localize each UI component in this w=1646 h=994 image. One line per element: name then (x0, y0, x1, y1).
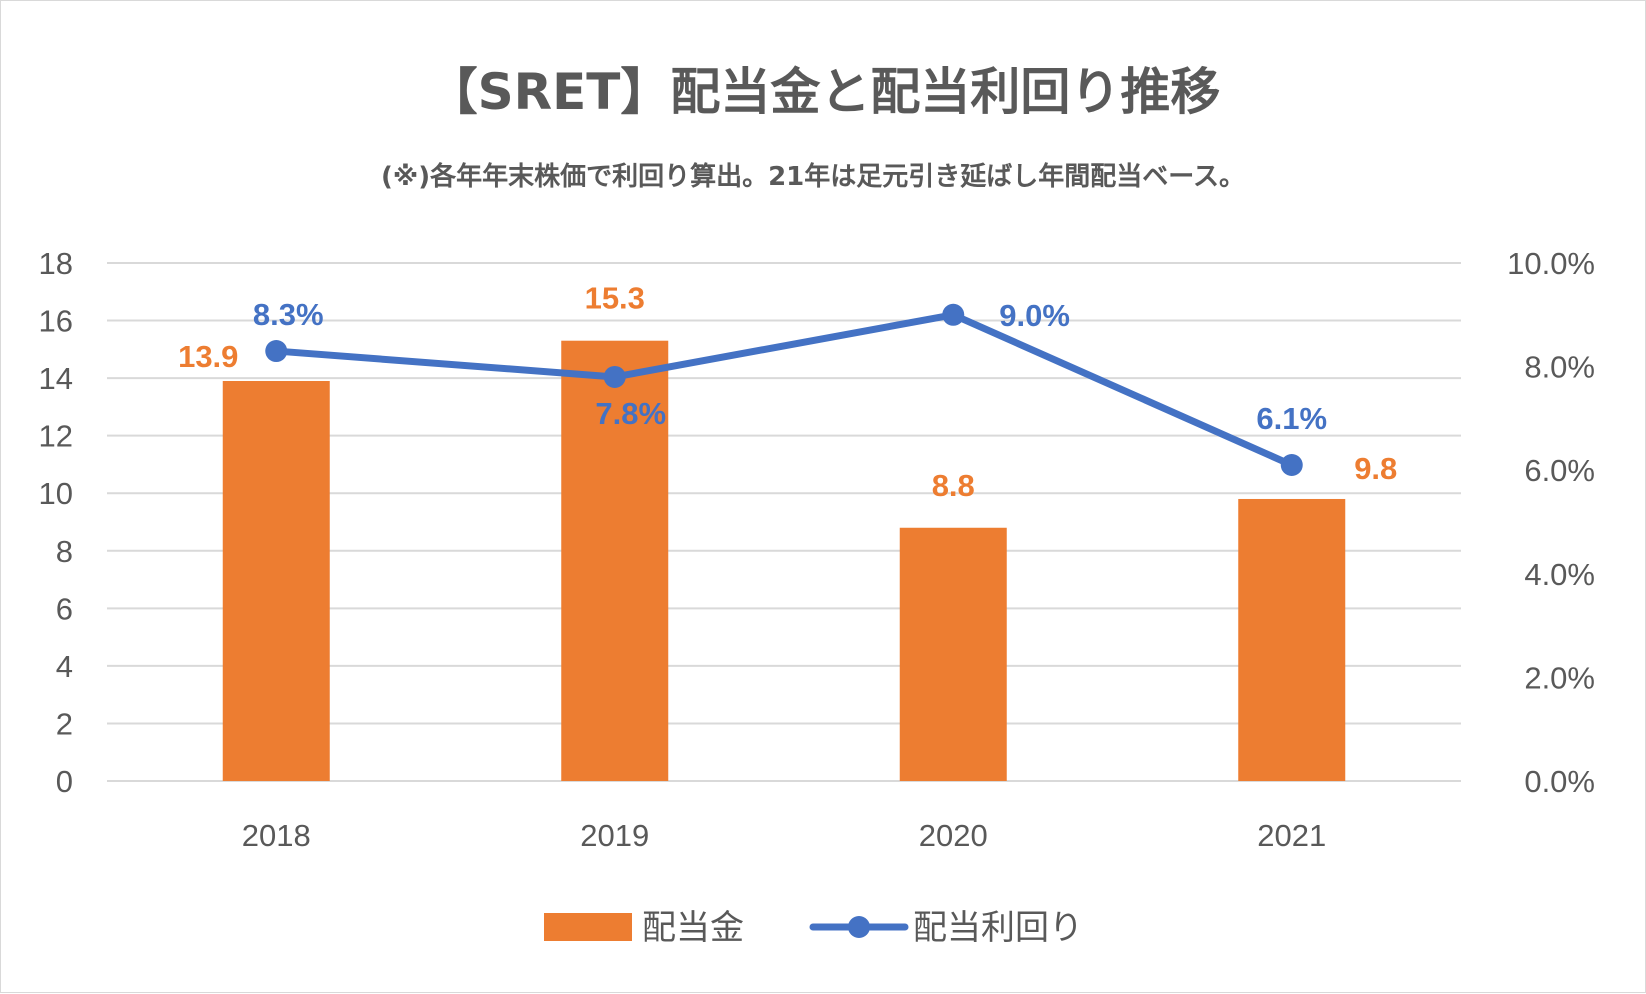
left-tick-label: 2 (56, 706, 73, 741)
left-tick-label: 6 (56, 591, 73, 626)
chart-title: 【SRET】配当金と配当利回り推移 (428, 63, 1221, 121)
right-tick-label: 8.0% (1524, 350, 1595, 385)
bar-data-label: 9.8 (1354, 451, 1397, 486)
line-point (603, 365, 626, 388)
right-tick-label: 10.0% (1507, 246, 1595, 281)
left-tick-label: 10 (39, 476, 73, 511)
bar (561, 340, 669, 781)
right-axis-ticks: 0.0% 2.0% 4.0% 6.0% 8.0% 10.0% (1507, 246, 1595, 799)
right-tick-label: 0.0% (1524, 764, 1595, 799)
line-point (942, 303, 965, 326)
right-tick-label: 6.0% (1524, 453, 1595, 488)
right-tick-label: 4.0% (1524, 557, 1595, 592)
left-tick-label: 18 (39, 246, 73, 281)
legend-swatch-bar (544, 913, 632, 941)
bar-data-label: 8.8 (932, 468, 975, 503)
line-data-label: 7.8% (595, 396, 666, 431)
line-series (265, 303, 1303, 477)
line-data-label: 8.3% (253, 297, 324, 332)
bar-series (222, 340, 1346, 781)
x-tick-label: 2018 (242, 818, 311, 853)
left-axis-ticks: 0 2 4 6 8 10 12 14 16 18 (39, 246, 73, 799)
chart-subtitle: (※)各年年末株価で利回り算出。21年は足元引き延ばし年間配当ベース。 (381, 161, 1245, 192)
left-tick-label: 4 (56, 649, 73, 684)
x-tick-label: 2019 (580, 818, 649, 853)
legend: 配当金 配当利回り (544, 908, 1083, 948)
line-data-label: 6.1% (1256, 401, 1327, 436)
legend-label-line: 配当利回り (913, 908, 1083, 948)
gridlines (107, 262, 1461, 782)
bar (222, 380, 330, 781)
legend-marker-line (848, 916, 870, 938)
legend-label-bar: 配当金 (642, 908, 744, 948)
left-tick-label: 12 (39, 419, 73, 454)
left-tick-label: 14 (39, 361, 73, 396)
bar-data-label: 15.3 (585, 281, 645, 316)
data-labels: 13.9 15.3 8.8 9.8 8.3% 7.8% 9.0% 6.1% (178, 281, 1397, 503)
x-tick-label: 2020 (919, 818, 988, 853)
x-tick-label: 2021 (1257, 818, 1326, 853)
left-tick-label: 0 (56, 764, 73, 799)
line-path (272, 311, 1296, 469)
right-tick-label: 2.0% (1524, 660, 1595, 695)
line-point (265, 340, 288, 363)
line-point (1280, 454, 1303, 477)
left-tick-label: 16 (39, 304, 73, 339)
bar (1238, 498, 1346, 781)
x-axis-ticks: 2018 2019 2020 2021 (242, 818, 1326, 853)
line-data-label: 9.0% (999, 298, 1070, 333)
left-tick-label: 8 (56, 534, 73, 569)
bar-data-label: 13.9 (178, 339, 238, 374)
bar (899, 527, 1007, 781)
